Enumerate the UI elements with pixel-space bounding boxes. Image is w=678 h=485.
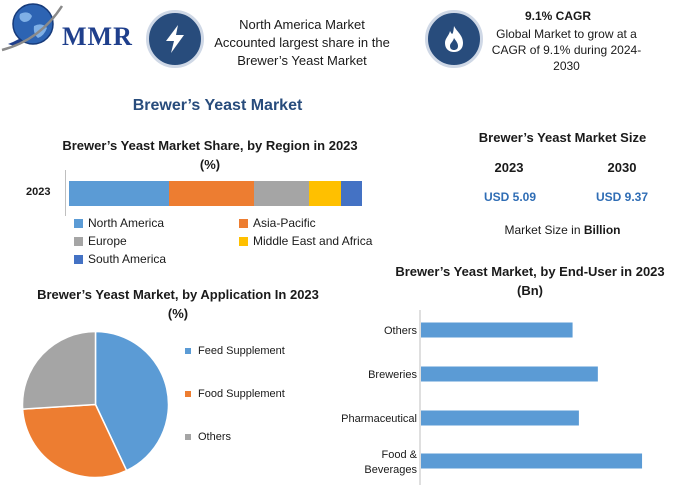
legend-item-north-america: North America: [74, 216, 164, 230]
market-size-title: Brewer’s Yeast Market Size: [478, 130, 647, 145]
mmr-logo: [1, 3, 64, 52]
bar-segment-europe: [253, 181, 310, 206]
legend-item-europe: Europe: [74, 234, 127, 248]
region-stacked-bar: [69, 181, 362, 206]
market-size-unit-prefix: Market Size in: [504, 223, 584, 237]
legend-label: Europe: [88, 234, 127, 248]
flame-icon: [445, 26, 463, 52]
highlight-text: North America Market Accounted largest s…: [214, 17, 390, 68]
highlight-badge: [146, 10, 204, 68]
bar-others: [421, 322, 573, 338]
pie-slice-food-supplement: [21, 403, 128, 479]
pie-slice-others: [21, 330, 97, 410]
region-chart-legend: North America Asia-Pacific Europe Middle Ea…: [74, 216, 394, 272]
region-chart-axis: [65, 170, 66, 216]
legend-label: Others: [198, 431, 232, 443]
region-chart-category-label: 2023: [26, 186, 51, 198]
pie-legend-item-food-supplement: Food Supplement: [185, 388, 285, 400]
bar-food-and-beverages: [421, 453, 643, 469]
legend-swatch: [185, 434, 191, 440]
region-chart-title: Brewer’s Yeast Market Share, by Region i…: [62, 138, 358, 172]
legend-label: Middle East and Africa: [253, 234, 373, 248]
legend-label: Food Supplement: [198, 388, 285, 400]
cagr-title: 9.1% CAGR: [524, 9, 592, 23]
legend-label: North America: [88, 216, 165, 230]
bar-segment-north-america: [69, 181, 169, 206]
pie-legend-item-feed-supplement: Feed Supplement: [185, 345, 285, 357]
lightning-bolt-icon: [166, 25, 184, 53]
legend-item-asia-pacific: Asia-Pacific: [239, 216, 316, 230]
legend-swatch: [74, 218, 83, 228]
legend-swatch: [239, 236, 248, 246]
tick-label-food-and-beverages: Food & Beverages: [364, 449, 417, 476]
legend-swatch: [239, 218, 248, 228]
legend-label: South America: [88, 252, 167, 266]
bar-segment-asia-pacific: [168, 181, 254, 206]
application-chart-legend: Feed Supplement Food Supplement Others: [185, 345, 315, 455]
application-pie-chart: [21, 330, 170, 479]
market-size-value-2030: USD 9.37: [595, 190, 649, 204]
market-size-year-2023: 2023: [494, 160, 524, 175]
pie-legend-item-others: Others: [185, 431, 231, 443]
bar-segment-south-america: [341, 181, 362, 206]
logo-text: MMR: [62, 22, 133, 51]
legend-label: Asia-Pacific: [253, 216, 316, 230]
market-size-unit-bold: Billion: [583, 223, 621, 237]
bar-breweries: [421, 366, 598, 382]
bar-pharmaceutical: [421, 410, 579, 426]
legend-swatch: [74, 254, 83, 264]
legend-swatch: [74, 236, 83, 246]
application-chart-title: Brewer’s Yeast Market, by Application In…: [37, 287, 319, 321]
pie-slice-feed-supplement: [94, 330, 170, 472]
tick-label-pharmaceutical: Pharmaceutical: [341, 413, 417, 425]
tick-label-others: Others: [384, 325, 418, 337]
cagr-badge: [425, 10, 483, 68]
legend-label: Feed Supplement: [198, 345, 285, 357]
market-size-year-2030: 2030: [607, 160, 637, 175]
legend-swatch: [185, 391, 191, 397]
bar-segment-middle-east-and-africa: [309, 181, 342, 206]
legend-swatch: [185, 348, 191, 354]
page-title: Brewer’s Yeast Market: [132, 97, 303, 114]
legend-item-middle-east-and-africa: Middle East and Africa: [239, 234, 372, 248]
tick-label-breweries: Breweries: [368, 369, 417, 381]
end-user-bar-chart: Others Breweries Pharmaceutical Food & Bever…: [341, 310, 643, 485]
legend-item-south-america: South America: [74, 252, 166, 266]
market-size-unit: Market Size in Billion: [470, 223, 655, 237]
cagr-text: Global Market to grow at a CAGR of 9.1% …: [491, 27, 642, 73]
market-size-value-2023: USD 5.09: [483, 190, 537, 204]
end-user-chart-title: Brewer’s Yeast Market, by End-User in 20…: [395, 264, 665, 298]
